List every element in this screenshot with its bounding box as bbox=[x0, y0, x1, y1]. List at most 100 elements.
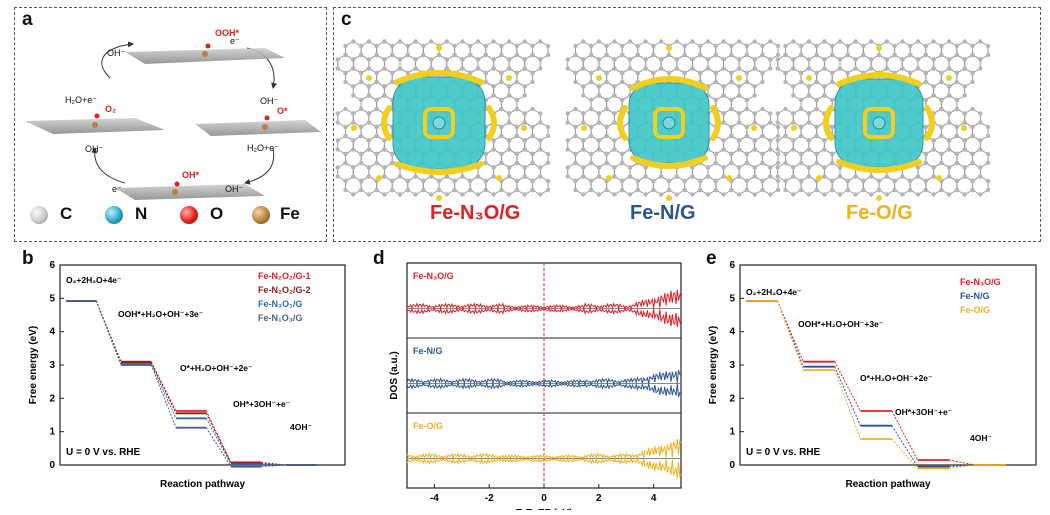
accumulation-spot bbox=[666, 45, 672, 51]
carbon-atom bbox=[643, 192, 648, 197]
carbon-atom bbox=[798, 70, 804, 76]
carbon-atom bbox=[931, 174, 936, 179]
carbon-atom bbox=[343, 187, 348, 193]
carbon-atom bbox=[413, 57, 418, 62]
carbon-atom bbox=[822, 39, 827, 44]
carbon-atom bbox=[374, 160, 379, 166]
label-oh-bottom-right: OH⁻ bbox=[225, 184, 244, 194]
x-axis-label: Reaction pathway bbox=[845, 479, 930, 490]
panel-b-label: b bbox=[22, 248, 34, 269]
carbon-atom bbox=[822, 57, 827, 62]
carbon-atom bbox=[351, 138, 356, 143]
carbon-atom bbox=[522, 165, 527, 170]
carbon-atom bbox=[908, 70, 913, 76]
carbon-atom bbox=[612, 120, 617, 125]
carbon-atom bbox=[752, 57, 757, 62]
dos-curve bbox=[406, 438, 682, 461]
carbon-atom bbox=[806, 66, 812, 71]
carbon-atom bbox=[806, 84, 812, 89]
carbon-atom bbox=[604, 106, 609, 112]
dos-series-3: Fe-O/G bbox=[406, 421, 682, 479]
carbon-atom bbox=[405, 52, 410, 58]
carbon-atom bbox=[962, 39, 967, 44]
carbon-atom bbox=[713, 79, 718, 85]
carbon-atom bbox=[830, 70, 835, 76]
carbon-atom bbox=[713, 151, 718, 157]
carbon-atom bbox=[596, 147, 602, 152]
carbon-atom bbox=[775, 165, 780, 170]
carbon-atom bbox=[335, 111, 340, 116]
carbon-atom bbox=[565, 174, 570, 179]
carbon-atom bbox=[721, 84, 726, 89]
carbon-atom bbox=[499, 43, 504, 49]
carbon-atom bbox=[822, 165, 827, 170]
carbon-atom bbox=[651, 52, 656, 58]
accumulation-spot bbox=[521, 125, 527, 131]
carbon-atom bbox=[538, 39, 543, 44]
carbon-atom bbox=[837, 165, 843, 170]
carbon-atom bbox=[908, 43, 913, 49]
carbon-atom bbox=[643, 174, 648, 179]
step-annotation: O*+H₂O+OH⁻+2e⁻ bbox=[860, 373, 933, 383]
carbon-atom bbox=[596, 39, 602, 44]
carbon-atom bbox=[853, 66, 858, 71]
center-accumulation bbox=[423, 107, 455, 139]
carbon-atom bbox=[939, 106, 944, 112]
carbon-atom bbox=[514, 79, 520, 85]
carbon-atom bbox=[690, 192, 695, 197]
carbon-atom bbox=[845, 187, 850, 193]
carbon-atom bbox=[343, 43, 348, 49]
carbon-atom bbox=[452, 43, 457, 49]
carbon-atom bbox=[814, 151, 819, 157]
carbon-atom bbox=[612, 66, 617, 71]
carbon-atom bbox=[491, 93, 496, 98]
carbon-atom bbox=[627, 57, 633, 62]
carbon-atom bbox=[736, 120, 742, 125]
carbon-atom bbox=[939, 124, 944, 130]
carbon-atom bbox=[946, 66, 952, 71]
carbon-atom bbox=[690, 174, 695, 179]
carbon-atom bbox=[620, 160, 625, 166]
legend-entry: Fe-N₂O₂/G-2 bbox=[258, 285, 311, 295]
accumulation-spot bbox=[581, 125, 587, 131]
carbon-atom bbox=[612, 39, 617, 44]
carbon-atom bbox=[869, 57, 874, 62]
accumulation-spot bbox=[806, 75, 812, 81]
carbon-atom bbox=[573, 124, 578, 130]
carbon-atom bbox=[643, 57, 648, 62]
carbon-atom bbox=[366, 165, 372, 170]
accumulation-spot bbox=[351, 125, 357, 131]
carbon-atom bbox=[627, 165, 633, 170]
carbon-atom bbox=[588, 160, 594, 166]
y-tick-label: 0 bbox=[49, 460, 55, 471]
carbon-atom bbox=[861, 52, 866, 58]
carbon-atom bbox=[954, 52, 960, 58]
fe-center-atom bbox=[662, 116, 676, 130]
carbon-atom bbox=[581, 66, 586, 71]
charge-accumulation-lobes bbox=[823, 72, 935, 173]
carbon-atom bbox=[705, 192, 711, 197]
carbon-atom bbox=[822, 66, 827, 71]
carbon-atom bbox=[721, 192, 726, 197]
lattice-hexagon bbox=[391, 175, 409, 196]
carbon-atom bbox=[822, 147, 827, 152]
carbon-atom bbox=[343, 79, 348, 85]
carbon-atom bbox=[791, 39, 796, 44]
carbon-atom bbox=[791, 138, 796, 143]
carbon-atom bbox=[931, 147, 936, 152]
carbon-atom bbox=[374, 52, 379, 58]
carbon-atom bbox=[612, 57, 617, 62]
carbon-atom bbox=[884, 174, 889, 179]
carbon-atom bbox=[775, 43, 781, 49]
carbon-atom bbox=[783, 160, 788, 166]
carbon-atom bbox=[768, 138, 773, 143]
transition-line bbox=[150, 361, 177, 412]
carbon-atom bbox=[690, 39, 695, 44]
carbon-atom bbox=[923, 97, 928, 103]
carbon-atom bbox=[612, 174, 617, 179]
accumulation-spot bbox=[816, 175, 822, 181]
legend-entry: Fe-N₃O₁/G bbox=[258, 299, 302, 309]
carbon-atom bbox=[729, 124, 734, 130]
dos-curve bbox=[406, 306, 682, 328]
carbon-atom bbox=[382, 165, 387, 170]
